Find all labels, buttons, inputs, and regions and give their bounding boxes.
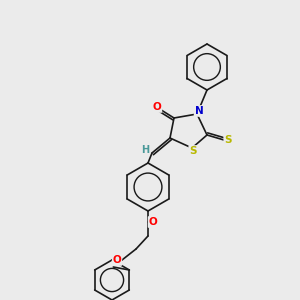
- Text: S: S: [189, 146, 197, 156]
- Text: O: O: [112, 255, 122, 265]
- Text: H: H: [141, 145, 149, 155]
- Text: O: O: [153, 102, 161, 112]
- Text: S: S: [224, 135, 232, 145]
- Text: O: O: [148, 217, 158, 227]
- Text: N: N: [195, 106, 203, 116]
